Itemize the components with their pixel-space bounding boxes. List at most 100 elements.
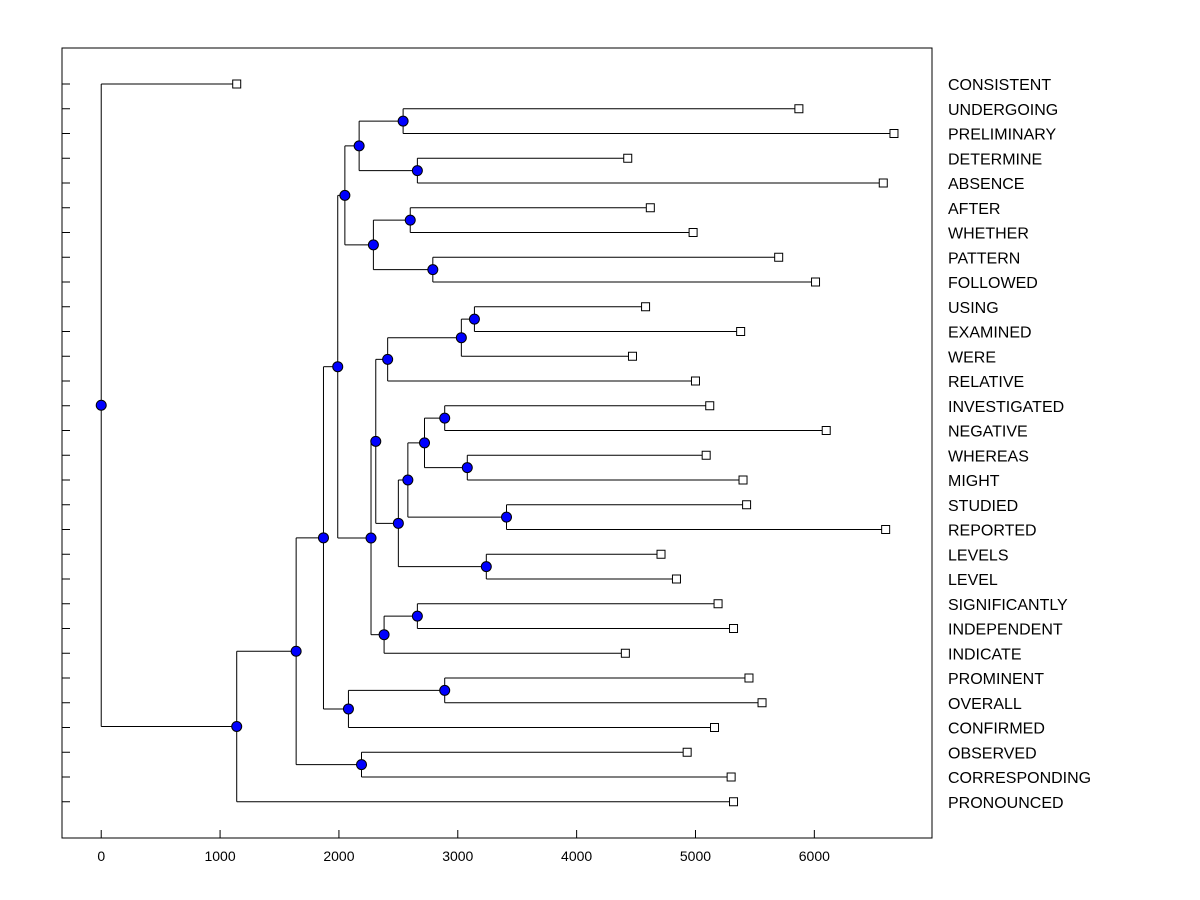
leaf-marker-whereas [701, 450, 711, 460]
leaf-label-significantly: SIGNIFICANTLY [948, 597, 1068, 614]
merge-node-n28 [231, 720, 243, 732]
leaf-label-whether: WHETHER [948, 226, 1029, 243]
leaf-label-pronounced: PRONOUNCED [948, 795, 1064, 812]
merge-node-n3 [353, 140, 365, 152]
merge-node-n20 [378, 629, 390, 641]
merge-node-n9 [455, 332, 467, 344]
leaf-label-independent: INDEPENDENT [948, 622, 1063, 639]
leaf-marker-indicate [620, 648, 630, 658]
leaf-marker-level [671, 574, 681, 584]
leaf-label-relative: RELATIVE [948, 374, 1024, 391]
merge-node-n17 [392, 517, 404, 529]
leaf-marker-prominent [744, 673, 754, 683]
merge-node-n16 [480, 561, 492, 573]
leaf-marker-followed [811, 277, 821, 287]
merge-node-n11 [439, 412, 451, 424]
merge-node-n12 [461, 462, 473, 474]
x-tick-label: 0 [97, 848, 105, 864]
leaf-marker-might [738, 475, 748, 485]
leaf-marker-consistent [232, 79, 242, 89]
leaf-label-undergoing: UNDERGOING [948, 102, 1058, 119]
merge-node-n2 [411, 165, 423, 177]
merge-node-root [95, 399, 107, 411]
merge-node-n13 [419, 437, 430, 449]
merge-node-n25 [317, 532, 329, 544]
leaf-marker-pattern [774, 252, 784, 262]
leaf-label-after: AFTER [948, 201, 1000, 218]
leaf-label-determine: DETERMINE [948, 151, 1042, 168]
merge-node-n8 [468, 313, 480, 325]
leaf-marker-relative [690, 376, 700, 386]
leaf-marker-levels [656, 549, 666, 559]
leaf-label-followed: FOLLOWED [948, 275, 1038, 292]
leaf-label-were: WERE [948, 349, 996, 366]
leaf-label-reported: REPORTED [948, 523, 1037, 540]
leaf-marker-corresponding [726, 772, 736, 782]
leaf-label-consistent: CONSISTENT [948, 77, 1051, 94]
leaf-marker-after [645, 203, 655, 213]
leaf-markers [232, 79, 899, 807]
leaf-marker-overall [757, 698, 767, 708]
merge-node-markers [95, 115, 513, 771]
leaf-marker-significantly [713, 599, 723, 609]
x-tick-label: 2000 [323, 848, 354, 864]
leaf-marker-determine [623, 153, 633, 163]
merge-node-n21 [365, 532, 377, 544]
leaf-marker-independent [729, 624, 739, 633]
leaf-label-observed: OBSERVED [948, 745, 1037, 762]
leaf-label-using: USING [948, 300, 999, 317]
leaf-label-overall: OVERALL [948, 696, 1022, 713]
leaf-marker-negative [821, 426, 831, 435]
merge-node-n7 [339, 189, 351, 201]
leaf-label-indicate: INDICATE [948, 646, 1021, 663]
leaf-marker-investigated [705, 401, 715, 411]
x-tick-label: 5000 [680, 848, 711, 864]
leaf-label-absence: ABSENCE [948, 176, 1024, 193]
leaf-label-studied: STUDIED [948, 498, 1018, 515]
leaf-marker-were [627, 351, 637, 361]
merge-node-n27 [290, 645, 302, 657]
leaf-marker-undergoing [794, 104, 804, 114]
merge-node-n24 [342, 703, 354, 715]
y-axis-ticks [62, 83, 70, 803]
merge-node-n22 [332, 361, 344, 373]
merge-node-n14 [501, 511, 513, 523]
leaf-label-levels: LEVELS [948, 547, 1008, 564]
leaf-label-prominent: PROMINENT [948, 671, 1044, 688]
merge-node-n26 [356, 759, 368, 771]
leaf-marker-reported [881, 525, 891, 534]
leaf-marker-examined [736, 327, 746, 336]
leaf-label-negative: NEGATIVE [948, 424, 1028, 441]
merge-node-n23 [439, 684, 451, 696]
merge-node-n5 [427, 264, 439, 276]
leaf-labels: CONSISTENT UNDERGOING PRELIMINARY DETERMINE… [948, 77, 1091, 812]
leaf-label-corresponding: CORRESPONDING [948, 770, 1091, 787]
merge-node-n1 [397, 115, 409, 127]
leaf-label-investigated: INVESTIGATED [948, 399, 1064, 416]
merge-node-n6 [367, 239, 379, 251]
leaf-marker-confirmed [710, 723, 719, 732]
leaf-label-pattern: PATTERN [948, 250, 1020, 267]
merge-node-n15 [402, 474, 414, 486]
leaf-label-examined: EXAMINED [948, 325, 1032, 342]
leaf-marker-using [641, 302, 651, 312]
leaf-marker-observed [682, 747, 692, 757]
leaf-label-level: LEVEL [948, 572, 998, 589]
branch-lines [100, 83, 894, 803]
merge-node-n19 [411, 610, 423, 622]
leaf-marker-absence [878, 178, 888, 188]
leaf-marker-studied [742, 500, 752, 510]
merge-node-n4 [404, 214, 416, 226]
leaf-marker-preliminary [889, 129, 899, 138]
leaf-label-whereas: WHEREAS [948, 448, 1029, 465]
leaf-label-might: MIGHT [948, 473, 1000, 490]
x-tick-label: 1000 [204, 848, 235, 864]
leaf-label-preliminary: PRELIMINARY [948, 127, 1057, 144]
plot-frame [61, 47, 933, 839]
x-tick-label: 6000 [799, 848, 830, 864]
x-tick-label: 4000 [561, 848, 592, 864]
leaf-label-confirmed: CONFIRMED [948, 721, 1045, 738]
leaf-marker-whether [688, 228, 698, 237]
x-tick-label: 3000 [442, 848, 473, 864]
